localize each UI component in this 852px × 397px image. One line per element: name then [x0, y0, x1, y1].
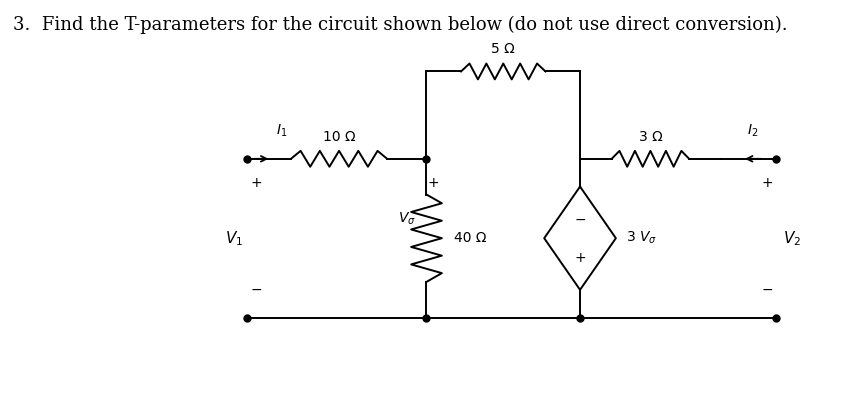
Text: +: + [427, 175, 439, 190]
Text: 10 Ω: 10 Ω [322, 130, 355, 144]
Text: +: + [573, 251, 585, 265]
Text: +: + [250, 175, 262, 190]
Text: −: − [250, 283, 262, 297]
Text: $V_2$: $V_2$ [782, 229, 800, 248]
Text: $I_2$: $I_2$ [746, 123, 757, 139]
Text: −: − [761, 283, 773, 297]
Text: +: + [761, 175, 773, 190]
Text: −: − [573, 213, 585, 227]
Text: 5 Ω: 5 Ω [491, 42, 515, 56]
Text: $V_1$: $V_1$ [225, 229, 243, 248]
Text: $V_{\sigma}$: $V_{\sigma}$ [398, 210, 416, 227]
Text: 3 $V_{\sigma}$: 3 $V_{\sigma}$ [625, 230, 657, 247]
Text: 40 Ω: 40 Ω [453, 231, 486, 245]
Text: 3.  Find the T-parameters for the circuit shown below (do not use direct convers: 3. Find the T-parameters for the circuit… [13, 16, 786, 34]
Text: 3 Ω: 3 Ω [638, 130, 661, 144]
Text: $I_1$: $I_1$ [275, 123, 287, 139]
